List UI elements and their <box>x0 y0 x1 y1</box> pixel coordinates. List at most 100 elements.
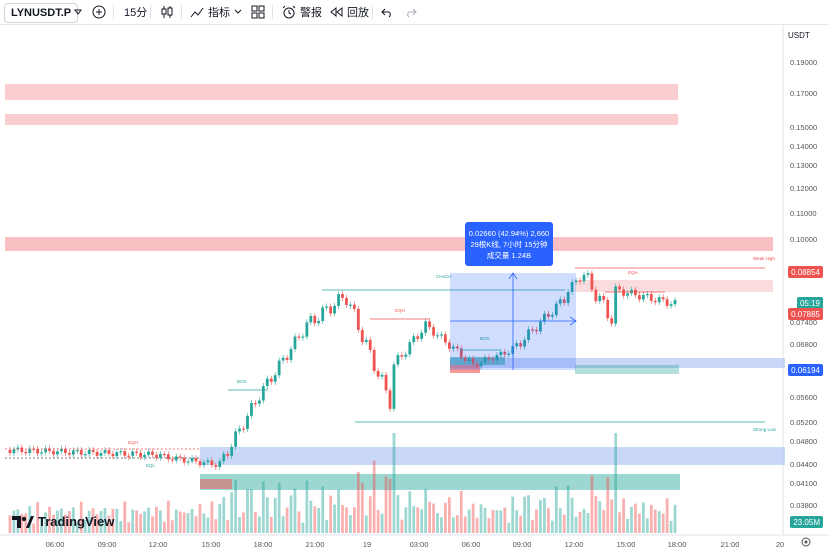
candle-body <box>265 378 269 387</box>
volume-bar <box>194 516 198 533</box>
volume-bar <box>119 521 123 533</box>
volume-bar <box>546 508 550 533</box>
undo-icon[interactable] <box>381 0 393 24</box>
candle-body <box>368 339 372 350</box>
volume-bar <box>36 502 40 533</box>
volume-bar <box>352 507 356 533</box>
volume-bar <box>610 499 614 533</box>
indicators-label: 指标 <box>208 7 230 19</box>
candle-body <box>20 447 24 452</box>
candle-body <box>495 355 499 361</box>
interval-button[interactable]: 15分 <box>124 0 147 24</box>
candle-body <box>79 450 83 455</box>
volume-bar <box>459 490 463 533</box>
price-axis-label: 0.13000 <box>790 161 817 170</box>
volume-bar <box>673 504 677 533</box>
candle-body <box>562 299 566 303</box>
volume-bar <box>511 496 515 533</box>
candle-body <box>622 289 625 296</box>
volume-bar <box>147 507 150 533</box>
indicators-dropdown-icon[interactable] <box>234 0 242 24</box>
candle-body <box>119 451 123 453</box>
symbol-button[interactable]: LYNUSDT.P <box>4 3 79 23</box>
candle-body <box>246 415 249 429</box>
redo-icon[interactable] <box>405 0 417 24</box>
volume-bar <box>87 510 91 533</box>
time-axis-label: 06:00 <box>462 540 481 549</box>
replay-button[interactable]: 回放 <box>329 0 369 24</box>
price-chart[interactable]: CHoCH EQH BOS Strong Low Weak High EQH E… <box>0 25 829 552</box>
candle-body <box>527 329 530 340</box>
price-axis-label: 0.03800 <box>790 501 817 510</box>
volume-bar <box>562 514 566 533</box>
currency-label[interactable]: USDT <box>788 31 810 40</box>
layout-grid-icon[interactable] <box>251 0 265 24</box>
candle-body <box>578 280 582 282</box>
volume-bar <box>250 489 253 533</box>
volume-bar <box>515 510 519 533</box>
indicators-button[interactable]: 指标 <box>190 0 230 24</box>
candle-body <box>91 449 95 452</box>
time-axis-label: 18:00 <box>668 540 687 549</box>
add-symbol-icon[interactable] <box>92 0 106 24</box>
tradingview-logo[interactable]: TradingView <box>12 514 114 529</box>
time-axis-label: 15:00 <box>202 540 221 549</box>
measure-tooltip-line1: 0.02660 (42.94%) 2,660 <box>468 228 550 238</box>
candle-body <box>546 313 550 317</box>
supply-zone-main <box>5 237 773 251</box>
volume-bar <box>523 496 526 533</box>
candle-body <box>523 339 526 347</box>
volume-bar <box>416 507 420 533</box>
candle-body <box>87 449 91 455</box>
volume-bar <box>451 517 455 533</box>
candle-body <box>626 293 629 296</box>
candle-body <box>297 336 301 338</box>
volume-bar <box>634 503 637 533</box>
volume-bar <box>321 486 325 533</box>
candle-body <box>151 451 154 455</box>
supply-zone-top <box>5 84 678 100</box>
candle-body <box>337 294 340 306</box>
candle-body <box>174 456 178 461</box>
volume-bar <box>527 495 530 533</box>
candle-body <box>182 457 186 463</box>
candle-body <box>558 299 562 304</box>
candle-body <box>352 304 356 309</box>
candle-body <box>364 339 368 343</box>
volume-bar <box>341 504 344 533</box>
volume-bar <box>543 497 546 533</box>
candle-body <box>479 362 483 367</box>
volume-bar <box>273 497 277 533</box>
candle-body <box>56 451 59 455</box>
volume-bar <box>657 511 661 533</box>
price-axis-label: 0.04400 <box>790 460 817 469</box>
alert-button[interactable]: 警报 <box>282 0 322 24</box>
candle-body <box>455 346 459 349</box>
measure-tooltip-line3: 成交量 1.24B <box>486 250 532 260</box>
candle-body <box>590 273 594 290</box>
volume-bar <box>44 512 47 533</box>
time-axis-label: 06:00 <box>46 540 65 549</box>
candle-style-icon[interactable] <box>160 0 174 24</box>
candle-body <box>123 451 127 456</box>
candle-body <box>250 403 253 416</box>
candle-body <box>349 304 352 306</box>
candle-body <box>487 357 491 360</box>
candle-body <box>289 349 293 360</box>
symbol-search-icon[interactable] <box>72 0 84 24</box>
price-axis-label: 0.04100 <box>790 479 817 488</box>
time-axis-label: 09:00 <box>98 540 117 549</box>
volume-layer <box>8 433 677 533</box>
volume-bar <box>345 507 348 533</box>
candle-body <box>16 447 20 450</box>
volume-bar <box>214 519 218 533</box>
candle-body <box>103 450 107 454</box>
candle-body <box>436 335 439 337</box>
price-axis-label: 0.12000 <box>790 184 817 193</box>
volume-bar <box>63 514 67 533</box>
volume-bar <box>198 503 202 533</box>
weak-high-label: Weak High <box>753 256 775 261</box>
volume-bar <box>48 506 51 533</box>
volume-bar <box>12 510 16 533</box>
volume-bar <box>56 510 59 533</box>
